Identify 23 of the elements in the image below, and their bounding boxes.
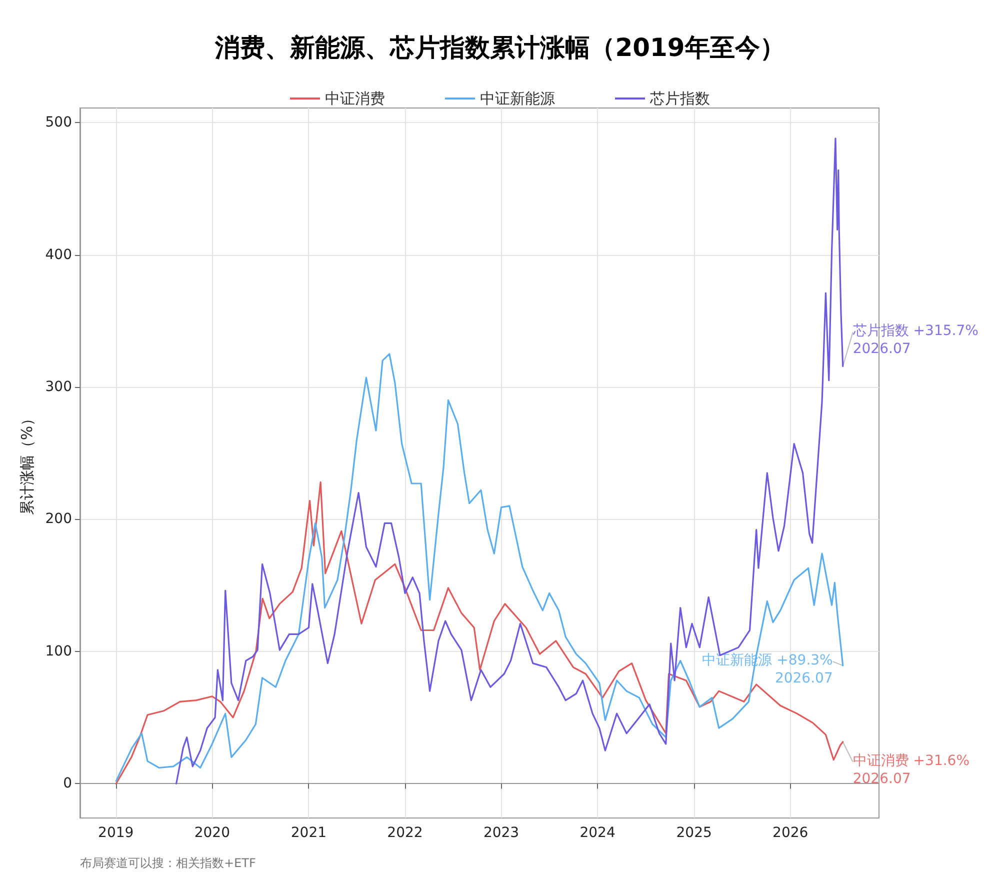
legend-label: 中证消费 — [325, 90, 385, 108]
x-tick-label: 2022 — [387, 825, 423, 841]
x-tick-label: 2020 — [194, 825, 230, 841]
line-series — [115, 481, 844, 784]
x-tick-label: 2019 — [98, 825, 134, 841]
x-tick-label: 2026 — [772, 825, 808, 841]
x-tick-label: 2024 — [580, 825, 616, 841]
y-tick-label: 400 — [45, 246, 72, 263]
x-tick-label: 2023 — [483, 825, 520, 841]
legend-label: 芯片指数 — [649, 90, 710, 108]
line-series — [115, 353, 844, 782]
line-series — [175, 138, 844, 784]
legend-label: 中证新能源 — [480, 90, 555, 108]
y-tick-label: 200 — [45, 511, 72, 528]
y-tick-label: 100 — [45, 643, 72, 660]
chart-title: 消费、新能源、芯片指数累计涨幅（2019年至今） — [214, 33, 785, 62]
y-tick-label: 500 — [45, 114, 72, 131]
y-axis-title: 累计涨幅（%） — [18, 410, 36, 516]
y-tick-label: 300 — [45, 378, 72, 395]
text: 布局赛道可以搜：相关指数+ETF — [80, 856, 256, 870]
y-tick-label: 0 — [63, 776, 72, 792]
x-tick-label: 2025 — [676, 825, 712, 841]
x-tick-label: 2021 — [290, 825, 327, 841]
